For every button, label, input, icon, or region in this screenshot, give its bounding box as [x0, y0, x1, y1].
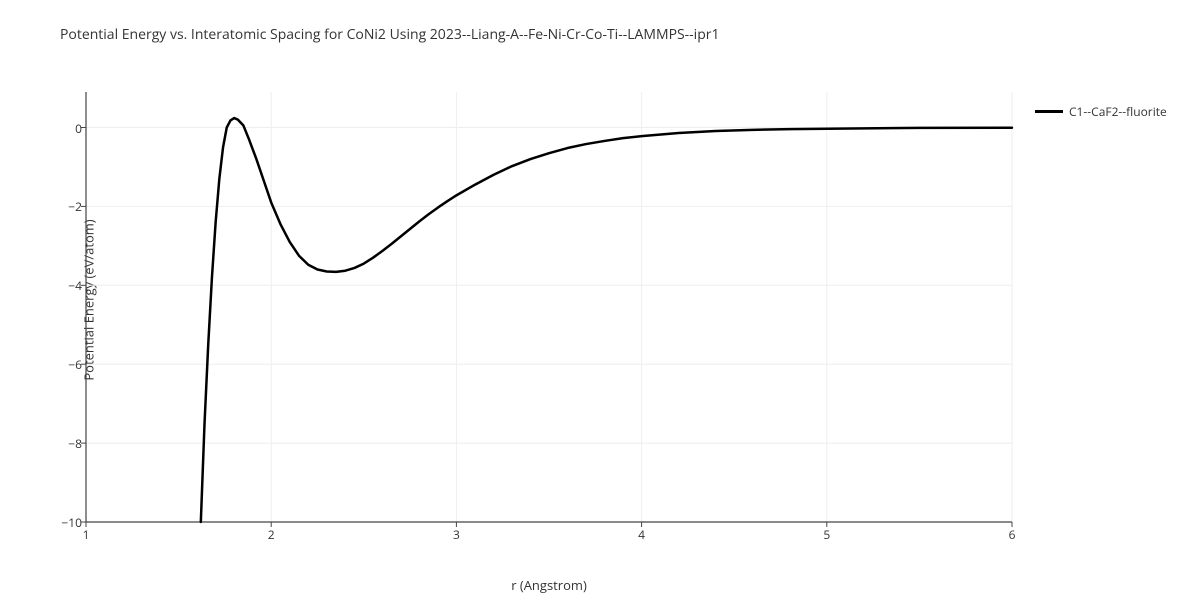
x-tick-label: 3: [453, 526, 460, 543]
plot-area: [86, 92, 1012, 522]
legend-label: C1--CaF2--fluorite: [1069, 103, 1167, 120]
x-tick-label: 1: [83, 526, 90, 543]
y-tick-label: −2: [42, 198, 82, 215]
y-tick-label: −10: [42, 514, 82, 531]
legend: C1--CaF2--fluorite: [1035, 103, 1167, 120]
x-tick-label: 4: [638, 526, 645, 543]
legend-swatch: [1035, 110, 1063, 113]
series-line: [201, 118, 1012, 522]
x-tick-label: 5: [823, 526, 830, 543]
y-tick-label: 0: [42, 120, 82, 137]
x-tick-label: 6: [1009, 526, 1016, 543]
x-tick-label: 2: [268, 526, 275, 543]
y-tick-label: −8: [42, 435, 82, 452]
chart-title: Potential Energy vs. Interatomic Spacing…: [60, 25, 720, 44]
x-axis-label: r (Angstrom): [86, 576, 1012, 594]
y-tick-label: −6: [42, 356, 82, 373]
y-tick-label: −4: [42, 277, 82, 294]
